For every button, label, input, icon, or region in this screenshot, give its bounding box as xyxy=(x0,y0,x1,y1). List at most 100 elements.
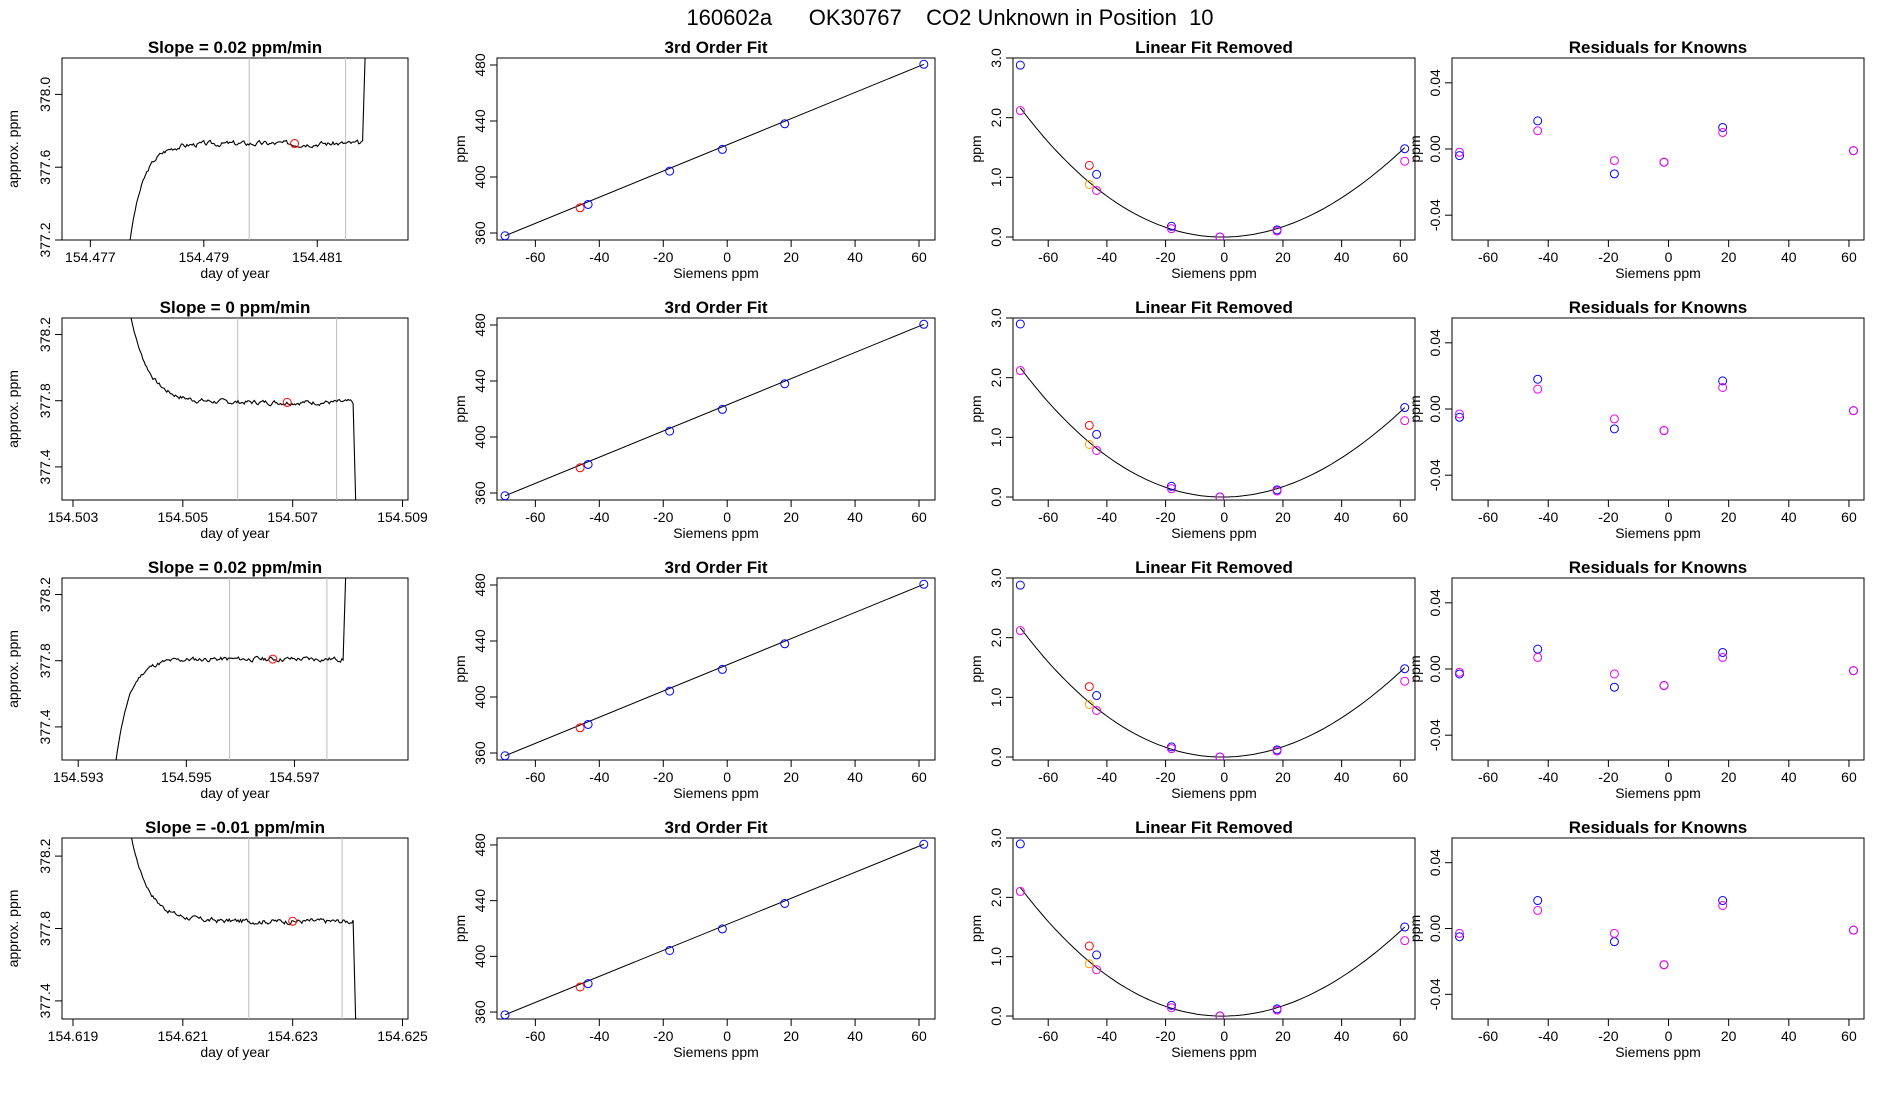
y-tick-label: 440 xyxy=(472,889,488,913)
x-axis-label: day of year xyxy=(200,265,270,281)
data-point-blue xyxy=(1455,932,1465,942)
data-point-blue xyxy=(583,199,593,209)
y-tick-label: 0.04 xyxy=(1427,329,1443,356)
plot-frame xyxy=(61,317,409,501)
plot-frame xyxy=(1012,317,1416,501)
y-tick-label: 3.0 xyxy=(988,308,1004,328)
data-point-blue xyxy=(500,1010,510,1019)
y-tick-label: 377.2 xyxy=(37,222,53,257)
data-point-blue xyxy=(1092,169,1102,179)
x-tick-label: -40 xyxy=(589,509,609,525)
data-point-blue xyxy=(780,639,790,649)
data-point-blue xyxy=(665,945,675,955)
data-point-magenta xyxy=(1718,652,1728,662)
x-tick-label: -60 xyxy=(1478,1028,1498,1044)
y-axis-label: approx. ppm xyxy=(5,890,21,968)
x-tick-label: -60 xyxy=(525,509,545,525)
y-tick-label: 0.0 xyxy=(988,487,1004,507)
panel-title: 3rd Order Fit xyxy=(665,558,768,577)
data-point-magenta xyxy=(1015,886,1025,896)
x-axis-label: Siemens ppm xyxy=(673,785,759,801)
data-point-magenta xyxy=(1215,752,1225,760)
y-axis-label: approx. ppm xyxy=(5,370,21,448)
panel-fit-2: 3rd Order Fit -60 -40 -20 0 20 40 60 360 400 440 48… xyxy=(452,558,936,801)
y-axis-label: ppm xyxy=(452,655,468,682)
x-tick-label: 154.507 xyxy=(267,509,318,525)
x-axis-label: Siemens ppm xyxy=(673,265,759,281)
data-point-magenta xyxy=(1092,705,1102,715)
x-tick-label: -40 xyxy=(1097,249,1117,265)
data-point-magenta xyxy=(1015,626,1025,636)
data-point-magenta xyxy=(1848,666,1858,676)
y-axis-label: ppm xyxy=(452,915,468,942)
y-tick-label: 3.0 xyxy=(988,48,1004,68)
data-point-blue xyxy=(780,119,790,129)
panel-trace-1: Slope = 0 ppm/min 154.503 154.505 154.507 15… xyxy=(5,298,428,541)
trace-line xyxy=(130,318,357,500)
plot-area xyxy=(1015,839,1410,1019)
data-point-magenta xyxy=(1215,232,1225,240)
x-tick-label: -40 xyxy=(589,769,609,785)
x-tick-label: 60 xyxy=(911,509,927,525)
data-point-magenta xyxy=(1272,746,1282,756)
fit-curve xyxy=(1019,887,1406,1017)
data-point-magenta xyxy=(1609,669,1619,679)
x-tick-label: 154.621 xyxy=(158,1028,209,1044)
data-point-blue xyxy=(665,426,675,436)
data-point-magenta xyxy=(1718,900,1728,910)
data-point-blue xyxy=(717,924,727,934)
data-point-magenta xyxy=(1455,409,1465,419)
data-point-blue xyxy=(1166,1000,1176,1010)
panel-title: Linear Fit Removed xyxy=(1135,298,1293,317)
panel-lin-0: Linear Fit Removed -60 -40 -20 0 20 40 60 0.0 1.0… xyxy=(968,38,1416,281)
x-tick-label: 20 xyxy=(1275,509,1291,525)
data-point-blue xyxy=(583,979,593,989)
x-tick-label: 0 xyxy=(723,509,731,525)
data-point-magenta xyxy=(1533,652,1543,662)
y-tick-label: 480 xyxy=(472,313,488,337)
y-tick-label: 0.04 xyxy=(1427,849,1443,876)
data-point-blue xyxy=(1400,664,1410,674)
y-axis-label: ppm xyxy=(1407,135,1423,162)
y-tick-label: -0.04 xyxy=(1427,199,1443,231)
x-tick-label: 0 xyxy=(1220,249,1228,265)
panel-title: Residuals for Knowns xyxy=(1569,558,1748,577)
x-axis-label: Siemens ppm xyxy=(1615,265,1701,281)
x-tick-label: 20 xyxy=(783,1028,799,1044)
x-axis-label: Siemens ppm xyxy=(1171,1044,1257,1060)
y-tick-label: 400 xyxy=(472,685,488,709)
y-tick-label: 0.00 xyxy=(1427,395,1443,422)
data-point-magenta xyxy=(1609,156,1619,166)
data-point-magenta xyxy=(1092,965,1102,975)
current-point-marker xyxy=(290,139,300,149)
data-point-magenta xyxy=(1609,928,1619,938)
panel-title: Linear Fit Removed xyxy=(1135,38,1293,57)
x-tick-label: 154.593 xyxy=(53,769,104,785)
x-tick-label: 0 xyxy=(1665,1028,1673,1044)
y-tick-label: 377.8 xyxy=(37,911,53,946)
x-tick-label: 60 xyxy=(1393,1028,1409,1044)
data-point-blue xyxy=(1166,481,1176,491)
panel-title: Slope = -0.01 ppm/min xyxy=(145,818,325,837)
panel-res-0: Residuals for Knowns -60 -40 -20 0 20 40 60 -0.0… xyxy=(1407,38,1865,281)
data-point-magenta xyxy=(1533,384,1543,394)
data-point-blue xyxy=(1455,151,1465,161)
data-point-blue xyxy=(1455,412,1465,422)
y-tick-label: 378.2 xyxy=(37,577,53,612)
data-point-magenta xyxy=(1848,406,1858,416)
data-point-blue xyxy=(1533,374,1543,384)
y-tick-label: 2.0 xyxy=(988,108,1004,128)
x-tick-label: 20 xyxy=(1721,249,1737,265)
x-tick-label: 40 xyxy=(1781,249,1797,265)
y-tick-label: 480 xyxy=(472,53,488,77)
y-tick-label: 360 xyxy=(472,221,488,245)
data-point-red xyxy=(1084,420,1094,430)
data-point-blue xyxy=(500,751,510,760)
y-tick-label: -0.04 xyxy=(1427,719,1443,751)
panel-res-2: Residuals for Knowns -60 -40 -20 0 20 40 60 -0.0… xyxy=(1407,558,1865,801)
data-point-red xyxy=(575,203,585,213)
x-tick-label: 0 xyxy=(723,249,731,265)
x-axis-label: Siemens ppm xyxy=(1171,265,1257,281)
data-point-red xyxy=(575,723,585,733)
